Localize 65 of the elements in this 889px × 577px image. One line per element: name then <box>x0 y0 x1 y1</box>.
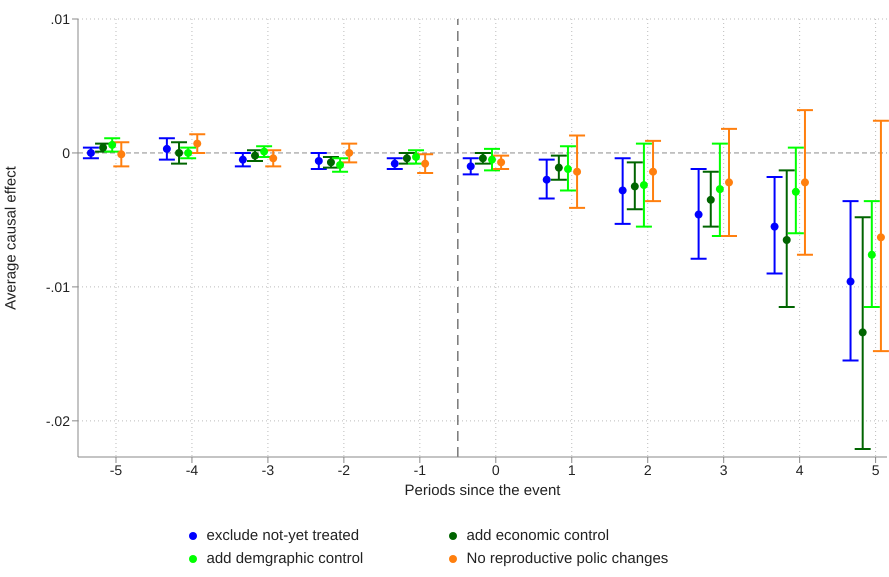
point <box>326 158 335 166</box>
point <box>478 154 487 162</box>
y-tick-label: .01 <box>50 10 70 27</box>
point <box>390 160 399 168</box>
point <box>193 140 202 148</box>
y-axis-title: Average causal effect <box>2 165 20 310</box>
point <box>238 156 247 164</box>
y-tick-label: 0 <box>62 144 70 161</box>
x-tick-label: -2 <box>338 462 350 478</box>
legend-label: add demgraphic control <box>206 550 364 567</box>
legend-label: add economic control <box>466 527 610 544</box>
x-tick-label: 4 <box>796 462 804 478</box>
point <box>269 154 278 162</box>
point <box>99 144 108 152</box>
x-tick-label: -3 <box>262 462 274 478</box>
point <box>618 186 627 194</box>
point <box>846 278 855 286</box>
x-tick-label: -4 <box>186 462 198 478</box>
point <box>640 181 648 190</box>
legend-label: No reproductive polic changes <box>466 550 668 567</box>
y-tick-label: -.01 <box>46 278 70 295</box>
point <box>421 160 430 168</box>
point <box>800 178 809 186</box>
point <box>716 185 724 194</box>
point <box>554 164 563 172</box>
point <box>108 140 116 149</box>
point <box>162 144 171 153</box>
point <box>542 176 551 184</box>
x-axis-title: Periods since the event <box>404 482 562 499</box>
point <box>649 168 658 176</box>
x-tick-label: -5 <box>110 462 122 478</box>
point <box>488 156 496 164</box>
x-tick-label: 5 <box>872 462 880 478</box>
point <box>117 150 126 158</box>
point <box>564 165 572 174</box>
point <box>770 222 779 231</box>
x-tick-label: 0 <box>492 462 500 478</box>
x-tick-label: 2 <box>644 462 652 478</box>
point <box>868 250 876 259</box>
x-tick-label: 3 <box>720 462 728 478</box>
point <box>792 188 800 196</box>
point <box>260 148 268 156</box>
point <box>694 210 703 219</box>
x-tick-label: 1 <box>568 462 576 478</box>
point <box>402 154 411 162</box>
point <box>497 158 506 166</box>
point <box>86 148 95 157</box>
point <box>336 161 344 169</box>
legend-label: exclude not-yet treated <box>206 527 360 544</box>
point <box>250 152 259 160</box>
point <box>725 178 733 186</box>
point <box>184 148 192 157</box>
point <box>858 328 867 336</box>
point <box>314 156 323 165</box>
point <box>706 196 715 204</box>
point <box>630 182 639 190</box>
point <box>782 236 791 244</box>
point <box>466 162 475 170</box>
y-tick-label: -.02 <box>46 412 70 429</box>
point <box>175 148 184 157</box>
point <box>573 168 582 176</box>
x-tick-label: -1 <box>414 462 426 478</box>
point <box>876 233 885 242</box>
point <box>412 152 420 161</box>
point <box>345 148 354 157</box>
